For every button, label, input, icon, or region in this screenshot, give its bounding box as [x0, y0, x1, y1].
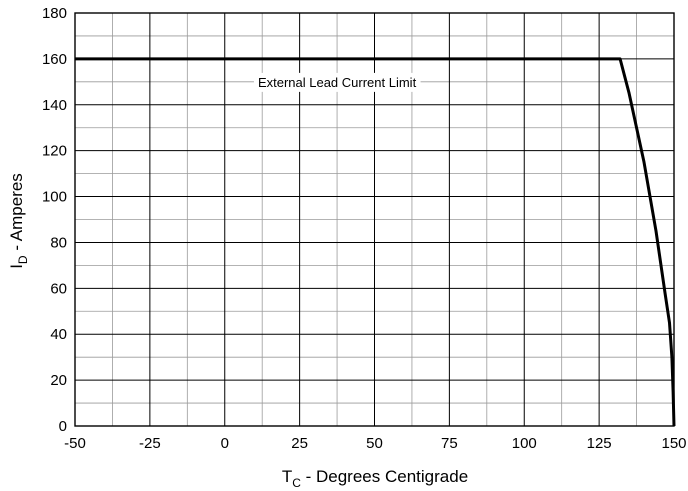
x-axis-title-subscript: C: [292, 476, 301, 490]
x-axis-title-rest: - Degrees Centigrade: [301, 467, 468, 486]
y-tick-label: 120: [42, 143, 67, 160]
x-tick-label: 100: [512, 435, 537, 452]
major-grid: [75, 13, 674, 426]
x-tick-label: 75: [441, 435, 458, 452]
x-tick-label: 125: [587, 435, 612, 452]
x-tick-label: 0: [221, 435, 229, 452]
y-axis-title-main: I: [7, 264, 26, 269]
annotation-label: External Lead Current Limit: [258, 75, 417, 90]
series-layer: [75, 57, 676, 427]
y-axis-title-rest: - Amperes: [7, 173, 26, 255]
y-tick-label: 40: [50, 326, 67, 343]
x-axis-title: TC - Degrees Centigrade: [282, 467, 468, 490]
x-tick-label: 50: [366, 435, 383, 452]
current-limit-curve: [75, 57, 676, 427]
y-tick-label: 0: [59, 418, 67, 435]
y-tick-label: 60: [50, 280, 67, 297]
plot-frame: [74, 12, 675, 427]
annotation-layer: External Lead Current Limit: [253, 72, 421, 92]
x-tick-label: 150: [661, 435, 686, 452]
y-tick-label: 180: [42, 5, 67, 22]
y-tick-label: 20: [50, 372, 67, 389]
x-tick-label: 25: [291, 435, 308, 452]
x-tick-label: -50: [64, 435, 86, 452]
y-axis-title-subscript: D: [16, 255, 30, 264]
y-axis-title: ID - Amperes: [7, 173, 30, 269]
x-tick-labels: -50 -25 0 25 50 75 100 125 150: [64, 435, 686, 452]
x-tick-label: -25: [139, 435, 161, 452]
y-tick-labels: 0 20 40 60 80 100 120 140 160 180: [42, 5, 67, 435]
annotation-background: [253, 72, 421, 92]
y-tick-label: 100: [42, 189, 67, 206]
x-axis-title-main: T: [282, 467, 292, 486]
y-tick-label: 80: [50, 234, 67, 251]
y-tick-label: 160: [42, 51, 67, 68]
y-tick-label: 140: [42, 97, 67, 114]
